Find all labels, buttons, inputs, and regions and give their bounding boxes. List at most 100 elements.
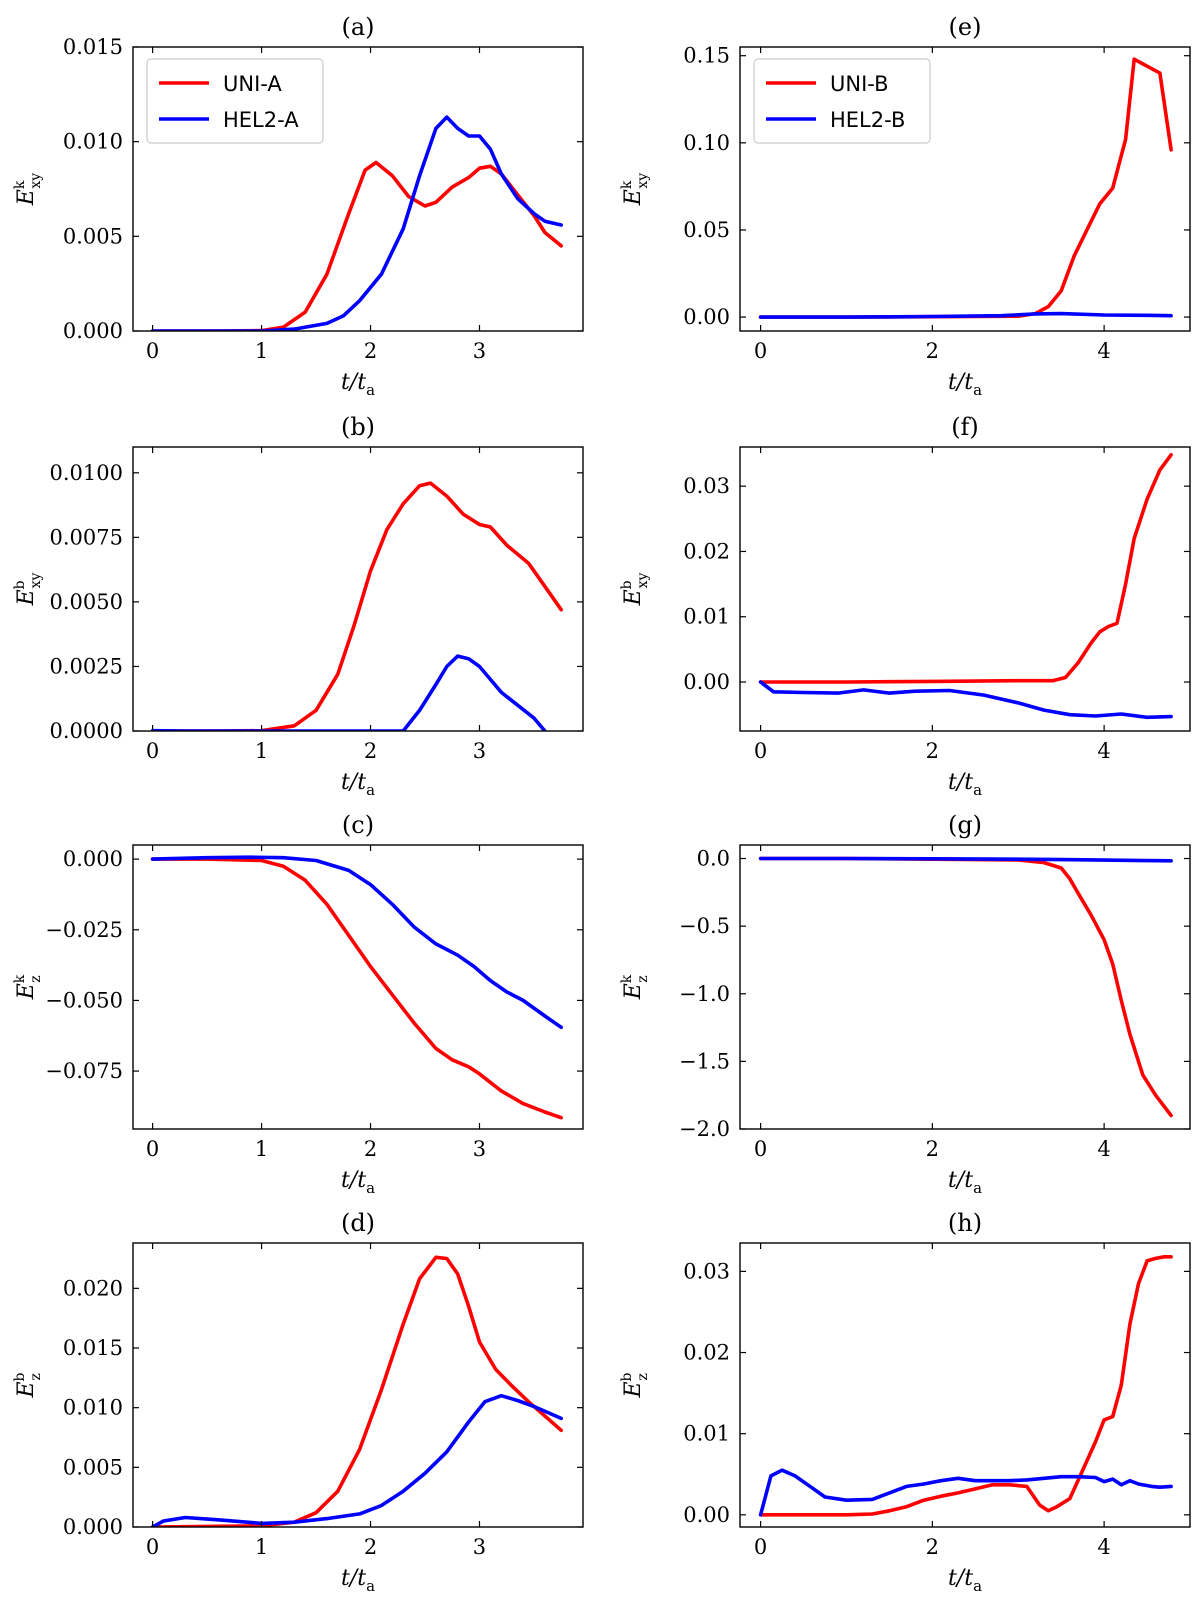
- series-line-uni-a: [150, 857, 563, 1120]
- y-axis-label-sub: z: [635, 975, 651, 982]
- y-tick-label: 0.00: [683, 305, 730, 329]
- x-tick-label: 1: [255, 339, 268, 363]
- x-axis-label: t/ta: [948, 1566, 982, 1595]
- x-tick-label: 3: [473, 1137, 486, 1161]
- x-axis-label: t/ta: [341, 1566, 375, 1595]
- y-tick-label: 0.010: [63, 1396, 123, 1420]
- x-axis-label-sub: a: [973, 781, 982, 799]
- x-tick-label: 4: [1097, 339, 1110, 363]
- series-line-uni-b: [758, 856, 1173, 1118]
- panel-e: 0 2 4 0.00 0.05 0.10 0.15 (e) t/ta Ekxy UNI-B HEL2-…: [619, 13, 1191, 399]
- x-tick-label: 0: [754, 1137, 767, 1161]
- y-axis-label-sub: z: [28, 975, 44, 982]
- y-tick-label: −2.0: [679, 1117, 730, 1141]
- y-axis-label-main: E: [14, 189, 39, 206]
- panel-title: (b): [341, 413, 375, 441]
- plot-frame: [739, 844, 1191, 1130]
- panel-c: 0 1 2 3 0.000 −0.025 −0.050 −0.075 (c) t/ta Ekz: [12, 811, 584, 1197]
- panel-title: (c): [342, 811, 374, 839]
- y-axis-label-sup: k: [12, 180, 28, 189]
- series-line-uni-b: [758, 453, 1173, 684]
- y-tick-label: 0.0: [697, 847, 730, 871]
- x-tick-label: 4: [1097, 1137, 1110, 1161]
- y-tick-label: −0.5: [679, 914, 730, 938]
- x-tick-label: 3: [473, 739, 486, 763]
- x-axis-label: t/ta: [948, 770, 982, 799]
- series-line-uni-a: [150, 1255, 563, 1527]
- x-axis-label-main: t/t: [341, 770, 366, 795]
- panel-b: 0 1 2 3 0.0000 0.0025 0.0050 0.0075 0.0100 (b) t/t…: [12, 413, 584, 799]
- x-tick-label: 4: [1097, 1535, 1110, 1559]
- x-tick-label: 0: [146, 1137, 159, 1161]
- panel-title: (f): [951, 413, 979, 441]
- x-axis-label: t/ta: [948, 370, 982, 399]
- y-tick-label: 0.0025: [50, 654, 123, 678]
- y-tick-label: −0.025: [45, 918, 123, 942]
- y-axis-label: Ebz: [12, 1372, 44, 1398]
- panel-a: 0 1 2 3 0.000 0.005 0.010 0.015 (a) t/ta Ekxy UNI-A…: [12, 13, 584, 399]
- x-axis-label-sub: a: [973, 381, 982, 399]
- plot-frame: [739, 1242, 1191, 1528]
- x-axis-label-sub: a: [366, 781, 375, 799]
- x-tick-label: 2: [926, 1137, 939, 1161]
- y-tick-label: 0.000: [63, 319, 123, 343]
- panel-title: (h): [948, 1209, 982, 1237]
- plot-frame: [132, 844, 584, 1130]
- x-tick-label: 0: [754, 339, 767, 363]
- x-axis-label-main: t/t: [341, 1168, 366, 1193]
- y-tick-label: 0.0050: [50, 590, 123, 614]
- y-tick-label: 0.10: [683, 131, 730, 155]
- y-axis-label-main: E: [621, 1381, 646, 1398]
- panel-title: (d): [341, 1209, 375, 1237]
- y-axis-label-sub: xy: [28, 572, 44, 588]
- x-tick-label: 0: [146, 739, 159, 763]
- x-axis-label: t/ta: [341, 370, 375, 399]
- x-axis-label: t/ta: [948, 1168, 982, 1197]
- x-axis-label: t/ta: [341, 1168, 375, 1197]
- x-axis-label: t/ta: [341, 770, 375, 799]
- x-axis-label-main: t/t: [948, 770, 973, 795]
- y-tick-label: −0.075: [45, 1059, 123, 1083]
- panel-title: (a): [341, 13, 374, 41]
- series-line-hel2-a: [150, 654, 547, 731]
- x-axis-label-main: t/t: [341, 370, 366, 395]
- y-tick-label: 0.02: [683, 539, 730, 563]
- x-axis-label-sub: a: [973, 1577, 982, 1595]
- y-tick-label: 0.03: [683, 474, 730, 498]
- x-axis-label-main: t/t: [948, 1168, 973, 1193]
- y-tick-label: 0.05: [683, 218, 730, 242]
- y-tick-label: 0.000: [63, 1515, 123, 1539]
- y-axis-label-sub: z: [635, 1373, 651, 1380]
- y-axis-label-sub: xy: [635, 572, 651, 588]
- x-tick-label: 2: [926, 739, 939, 763]
- y-tick-label: 0.005: [63, 224, 123, 248]
- x-axis-label-sub: a: [973, 1179, 982, 1197]
- x-axis-label-sub: a: [366, 381, 375, 399]
- legend-label: UNI-A: [223, 72, 282, 96]
- panel-title: (e): [949, 13, 982, 41]
- y-axis-label-main: E: [621, 589, 646, 606]
- y-axis-label-main: E: [14, 983, 39, 1000]
- x-tick-label: 1: [255, 1535, 268, 1559]
- series-line-hel2-a: [150, 115, 563, 331]
- legend-box: [753, 58, 931, 144]
- x-tick-label: 2: [364, 1137, 377, 1161]
- x-tick-label: 2: [364, 739, 377, 763]
- x-tick-label: 1: [255, 1137, 268, 1161]
- y-axis-label-sub: z: [28, 1373, 44, 1380]
- x-axis-label-main: t/t: [948, 370, 973, 395]
- x-axis-label-sub: a: [366, 1577, 375, 1595]
- y-axis-label-sup: b: [619, 1372, 635, 1381]
- series-line-hel2-b: [758, 311, 1173, 319]
- y-axis-label-sub: xy: [28, 173, 44, 189]
- y-axis-label-sup: k: [619, 974, 635, 983]
- legend-box: [146, 58, 324, 144]
- panel-title: (g): [948, 811, 982, 839]
- y-axis-label-sup: k: [12, 974, 28, 983]
- legend: UNI-A HEL2-A: [146, 58, 324, 144]
- x-tick-label: 0: [754, 739, 767, 763]
- y-tick-label: 0.02: [683, 1341, 730, 1365]
- y-tick-label: −1.0: [679, 982, 730, 1006]
- y-axis-label: Ekxy: [12, 173, 44, 206]
